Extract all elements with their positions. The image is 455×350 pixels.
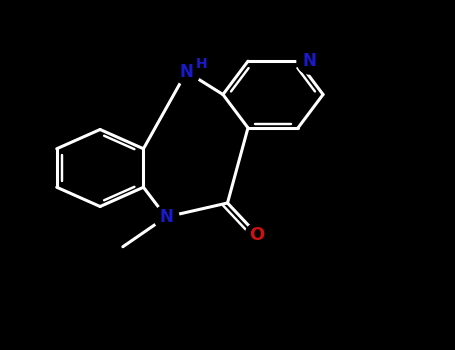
Text: N: N <box>159 208 173 226</box>
Text: H: H <box>196 57 208 71</box>
Text: O: O <box>249 225 265 244</box>
Text: N: N <box>180 63 193 81</box>
Text: N: N <box>303 52 316 70</box>
